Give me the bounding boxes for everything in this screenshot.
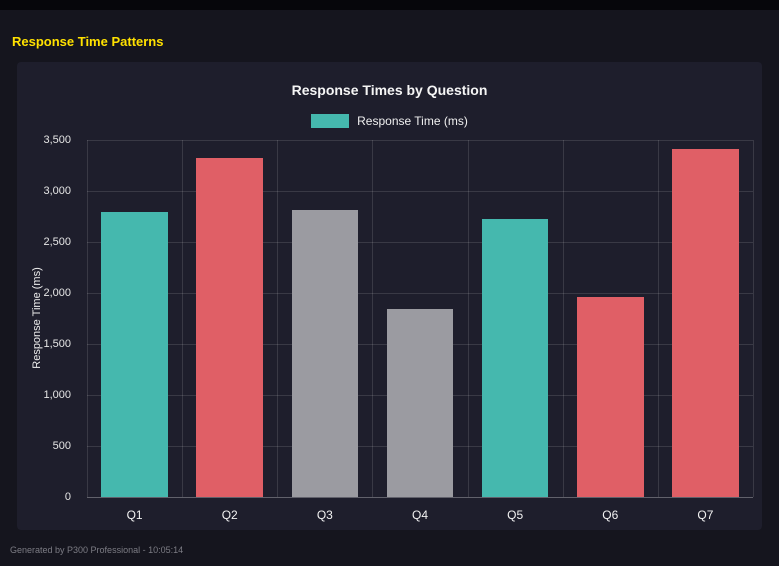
y-tick-label: 1,500 — [43, 338, 71, 350]
h-gridline — [87, 293, 753, 294]
v-gridline — [182, 140, 184, 497]
bar-q2 — [196, 158, 263, 497]
x-tick-label-q7: Q7 — [697, 508, 714, 522]
x-tick-label-q3: Q3 — [316, 508, 333, 522]
y-tick-label: 3,000 — [43, 185, 71, 197]
footer-note: Generated by P300 Professional - 10:05:1… — [10, 545, 184, 555]
bar-slot-q3 — [277, 140, 372, 497]
x-tick-label-q6: Q6 — [602, 508, 619, 522]
bar-slot-q1 — [87, 140, 182, 497]
page-title: Response Time Patterns — [12, 34, 164, 49]
chart-panel: Response Times by Question Response Time… — [17, 62, 762, 530]
chart-title: Response Times by Question — [291, 82, 488, 98]
y-tick-label: 1,000 — [43, 389, 71, 401]
y-tick-label: 2,500 — [43, 236, 71, 248]
y-tick-label: 0 — [64, 491, 71, 503]
legend-swatch — [311, 114, 350, 128]
legend[interactable]: Response Time (ms) — [17, 114, 762, 128]
h-gridline — [87, 242, 753, 243]
v-gridline — [753, 140, 754, 497]
x-tick-label-q4: Q4 — [411, 508, 428, 522]
y-tick-label: 3,500 — [43, 134, 71, 146]
y-tick-label: 2,000 — [43, 287, 71, 299]
bar-slot-q6 — [563, 140, 658, 497]
y-axis-labels: 0 500 1,000 1,500 2,000 2,500 3,000 3,500 — [17, 134, 79, 503]
bar-q3 — [291, 210, 359, 497]
v-gridline — [372, 140, 374, 497]
v-gridline — [467, 140, 469, 497]
x-axis-labels: Q1 Q2 Q3 Q4 Q5 Q6 Q7 — [87, 508, 753, 528]
bar-q1 — [101, 212, 168, 497]
x-tick-label-q1: Q1 — [126, 508, 143, 522]
legend-label: Response Time (ms) — [357, 114, 468, 128]
y-tick-label: 500 — [52, 440, 71, 452]
bar-slot-q7 — [658, 140, 753, 497]
h-gridline — [87, 140, 753, 141]
bar-slot-q4 — [372, 140, 467, 497]
bar-q4 — [386, 309, 454, 497]
x-tick-label-q5: Q5 — [507, 508, 524, 522]
bar-q7 — [672, 149, 739, 497]
x-tick-label-q2: Q2 — [221, 508, 238, 522]
bars-layer — [87, 140, 753, 497]
bar-slot-q5 — [468, 140, 563, 497]
plot-area — [87, 140, 754, 498]
h-gridline — [87, 191, 753, 192]
v-gridline — [657, 140, 659, 497]
bar-q6 — [576, 297, 644, 497]
v-gridline — [562, 140, 564, 497]
v-gridline — [87, 140, 88, 497]
bar-slot-q2 — [182, 140, 277, 497]
bar-q5 — [481, 218, 549, 497]
v-gridline — [277, 140, 279, 497]
h-gridline — [87, 497, 753, 498]
top-strip — [0, 0, 779, 10]
